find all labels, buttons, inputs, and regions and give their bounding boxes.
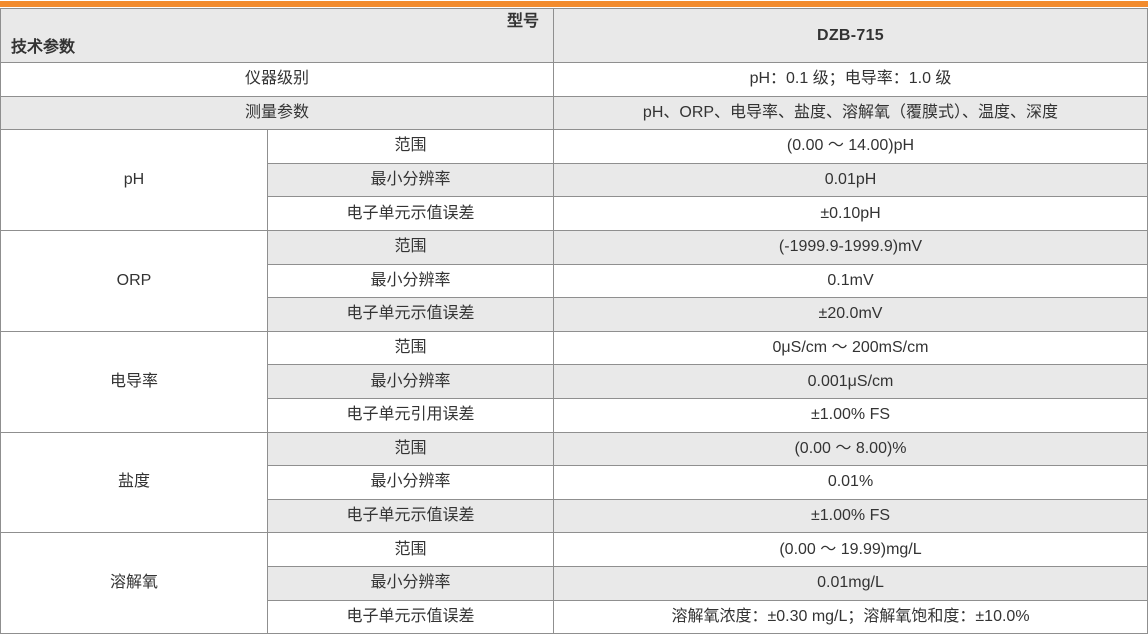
table-row: 最小分辨率 0.1mV: [1, 263, 1148, 299]
param-value-cell: ±1.00% FS: [553, 397, 1148, 433]
table-row: 电子单元示值误差 ±20.0mV: [1, 297, 1148, 332]
table-row: pH 范围 (0.00 ～ 14.00)pH: [0, 129, 1148, 231]
param-value-cell: ±20.0mV: [553, 297, 1148, 332]
param-value-cell: ±1.00% FS: [553, 498, 1148, 534]
table-row: 最小分辨率 0.001μS/cm: [1, 364, 1148, 399]
param-label-cell: 范围: [267, 431, 554, 467]
group-name-cell: pH: [0, 129, 268, 231]
param-label-cell: 测量参数: [0, 95, 554, 131]
param-label-cell: 仪器级别: [0, 62, 554, 97]
param-value-cell: 0.001μS/cm: [553, 364, 1148, 399]
param-value-cell: 溶解氧浓度：±0.30 mg/L；溶解氧饱和度：±10.0%: [553, 599, 1148, 634]
group-name-cell: 盐度: [0, 431, 268, 534]
table-row: 电子单元示值误差 ±1.00% FS: [1, 498, 1148, 534]
param-label-cell: 电子单元示值误差: [267, 599, 554, 634]
param-label-cell: 最小分辨率: [267, 364, 554, 399]
param-label-cell: 电子单元示值误差: [267, 196, 554, 231]
param-label-cell: 电子单元示值误差: [267, 297, 554, 332]
param-value-cell: (0.00 ～ 19.99)mg/L: [553, 532, 1148, 567]
param-value-cell: pH、ORP、电导率、盐度、溶解氧（覆膜式）、温度、深度: [553, 95, 1148, 131]
header-corner-params-label: 技术参数: [11, 39, 76, 56]
param-label-cell: 最小分辨率: [267, 162, 554, 198]
table-header-row: 型号 技术参数 DZB-715: [0, 8, 1148, 63]
param-label-cell: 最小分辨率: [267, 465, 554, 500]
accent-bar: [0, 1, 1148, 7]
header-corner-model-label: 型号: [506, 13, 539, 30]
param-label-cell: 范围: [267, 129, 554, 164]
table-row: ORP 范围 (-1999.9-1999.9)mV: [0, 229, 1148, 332]
param-label-cell: 最小分辨率: [267, 263, 554, 299]
param-label-cell: 范围: [267, 229, 554, 265]
param-value-cell: 0.1mV: [553, 263, 1148, 299]
table-row: 溶解氧 范围 (0.00 ～ 19.99)mg/L: [0, 532, 1148, 634]
param-value-cell: (-1999.9-1999.9)mV: [553, 229, 1148, 265]
diagonal-header-cell: 型号 技术参数: [0, 8, 554, 63]
param-label-cell: 范围: [267, 330, 554, 366]
param-label-cell: 电子单元示值误差: [267, 498, 554, 534]
table-row: 电子单元示值误差 溶解氧浓度：±0.30 mg/L；溶解氧饱和度：±10.0%: [1, 599, 1148, 634]
param-value-cell: pH：0.1 级；电导率：1.0 级: [553, 62, 1148, 97]
param-value-cell: ±0.10pH: [553, 196, 1148, 231]
table-row: 最小分辨率 0.01%: [1, 465, 1148, 500]
table-row: 测量参数 pH、ORP、电导率、盐度、溶解氧（覆膜式）、温度、深度: [0, 95, 1148, 131]
table-row: 电子单元示值误差 ±0.10pH: [1, 196, 1148, 231]
param-value-cell: 0.01%: [553, 465, 1148, 500]
group-name-cell: 电导率: [0, 330, 268, 433]
table-row: 仪器级别 pH：0.1 级；电导率：1.0 级: [0, 62, 1148, 97]
group-name-cell: 溶解氧: [0, 532, 268, 634]
param-label-cell: 范围: [267, 532, 554, 567]
param-value-cell: 0μS/cm ～ 200mS/cm: [553, 330, 1148, 366]
table-row: 电导率 范围 0μS/cm ～ 200mS/cm: [0, 330, 1148, 433]
table-row: 电子单元引用误差 ±1.00% FS: [1, 397, 1148, 433]
param-value-cell: 0.01pH: [553, 162, 1148, 198]
param-value-cell: (0.00 ～ 8.00)%: [553, 431, 1148, 467]
param-value-cell: (0.00 ～ 14.00)pH: [553, 129, 1148, 164]
param-label-cell: 电子单元引用误差: [267, 397, 554, 433]
param-value-cell: 0.01mg/L: [553, 565, 1148, 601]
param-label-cell: 最小分辨率: [267, 565, 554, 601]
model-name-cell: DZB-715: [553, 8, 1148, 63]
table-row: 最小分辨率 0.01pH: [1, 162, 1148, 198]
group-name-cell: ORP: [0, 229, 268, 332]
spec-table: 型号 技术参数 DZB-715 仪器级别 pH：0.1 级；电导率：1.0 级 …: [0, 8, 1148, 634]
table-row: 盐度 范围 (0.00 ～ 8.00)%: [0, 431, 1148, 534]
